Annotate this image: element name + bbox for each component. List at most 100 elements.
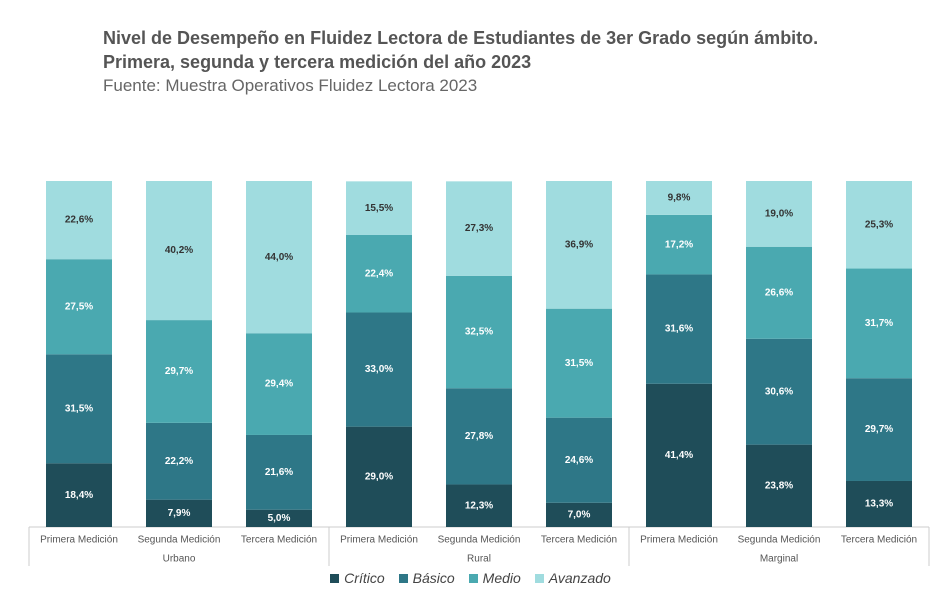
data-label: 27,8% xyxy=(465,431,493,442)
bar-segment xyxy=(446,484,512,527)
bar-segment xyxy=(146,320,212,423)
x-tick-label: Tercera Medición xyxy=(241,535,317,546)
bar-segment xyxy=(246,181,312,334)
data-label: 15,5% xyxy=(365,203,393,214)
legend-label: Medio xyxy=(482,570,521,586)
bar-segment xyxy=(646,383,712,527)
bar-segment xyxy=(246,509,312,527)
data-label: 31,5% xyxy=(65,403,93,414)
data-label: 25,3% xyxy=(865,219,893,230)
data-label: 7,0% xyxy=(568,510,591,521)
legend: Crítico Básico Medio Avanzado xyxy=(0,570,941,586)
legend-item: Avanzado xyxy=(534,570,611,586)
data-label: 27,5% xyxy=(65,301,93,312)
bar-segment xyxy=(846,378,912,481)
bar-segment xyxy=(746,181,812,247)
legend-label: Avanzado xyxy=(548,570,611,586)
bar-segment xyxy=(346,181,412,235)
data-label: 23,8% xyxy=(765,480,793,491)
bar-segment xyxy=(146,499,212,527)
data-label: 31,6% xyxy=(665,324,693,335)
x-tick-label: Primera Medición xyxy=(640,535,718,546)
data-label: 27,3% xyxy=(465,223,493,234)
data-label: 19,0% xyxy=(765,209,793,220)
bar-segment xyxy=(546,181,612,309)
bar-segment xyxy=(146,422,212,500)
bar-segment xyxy=(46,181,112,260)
data-label: 32,5% xyxy=(465,327,493,338)
legend-item: Medio xyxy=(468,570,521,586)
bar-segment xyxy=(446,388,512,485)
bar-segment xyxy=(446,275,512,389)
data-label: 22,4% xyxy=(365,268,393,279)
bar-segment xyxy=(846,181,912,269)
bar-segment xyxy=(346,234,412,313)
data-label: 21,6% xyxy=(265,467,293,478)
legend-item: Crítico xyxy=(330,570,385,586)
data-label: 31,5% xyxy=(565,358,593,369)
x-tick-label: Primera Medición xyxy=(340,535,418,546)
legend-swatch xyxy=(398,573,408,583)
bar-segment xyxy=(246,333,312,435)
data-label: 9,8% xyxy=(668,193,691,204)
data-label: 40,2% xyxy=(165,245,193,256)
data-label: 36,9% xyxy=(565,239,593,250)
bar-segment xyxy=(346,312,412,427)
legend-label: Crítico xyxy=(344,570,385,586)
data-label: 29,7% xyxy=(865,424,893,435)
bar-segment xyxy=(346,426,412,527)
legend-label: Básico xyxy=(412,570,455,586)
bar-segment xyxy=(646,181,712,215)
bar-segment xyxy=(546,502,612,527)
chart-subtitle: Fuente: Muestra Operativos Fluidez Lecto… xyxy=(103,76,478,95)
bar-segment xyxy=(46,354,112,464)
bar-segment xyxy=(746,444,812,527)
bar-segment xyxy=(746,338,812,445)
data-label: 22,6% xyxy=(65,215,93,226)
group-label: Rural xyxy=(467,554,491,565)
legend-swatch xyxy=(534,573,544,583)
bar-segment xyxy=(646,274,712,384)
x-tick-label: Primera Medición xyxy=(40,535,118,546)
x-tick-label: Segunda Medición xyxy=(438,535,521,546)
data-label: 13,3% xyxy=(865,499,893,510)
chart: 18,4% 31,5% 27,5% 22,6% Primera Medición 7,9%… xyxy=(28,181,930,566)
data-label: 12,3% xyxy=(465,500,493,511)
bar-segment xyxy=(546,417,612,503)
data-label: 24,6% xyxy=(565,455,593,466)
data-label: 7,9% xyxy=(168,508,191,519)
legend-item: Básico xyxy=(398,570,455,586)
data-label: 22,2% xyxy=(165,456,193,467)
data-label: 30,6% xyxy=(765,386,793,397)
group-label: Marginal xyxy=(760,554,798,565)
chart-title: Nivel de Desempeño en Fluidez Lectora de… xyxy=(103,28,819,72)
data-label: 44,0% xyxy=(265,252,293,263)
data-label: 29,7% xyxy=(165,366,193,377)
data-label: 29,4% xyxy=(265,379,293,390)
x-tick-label: Segunda Medición xyxy=(738,535,821,546)
data-label: 41,4% xyxy=(665,450,693,461)
bar-segment xyxy=(846,268,912,379)
bar-segment xyxy=(46,259,112,355)
data-label: 18,4% xyxy=(65,490,93,501)
data-label: 17,2% xyxy=(665,239,693,250)
bar-segment xyxy=(446,181,512,276)
bar-segment xyxy=(146,181,212,321)
data-label: 31,7% xyxy=(865,318,893,329)
legend-swatch xyxy=(468,573,478,583)
bar-segment xyxy=(646,214,712,275)
group-label: Urbano xyxy=(163,554,196,565)
bar-segment xyxy=(746,246,812,339)
x-tick-label: Tercera Medición xyxy=(841,535,917,546)
bar-segment xyxy=(246,434,312,510)
data-label: 5,0% xyxy=(268,513,291,524)
x-tick-label: Segunda Medición xyxy=(138,535,221,546)
bar-segment xyxy=(46,463,112,527)
x-tick-label: Tercera Medición xyxy=(541,535,617,546)
data-label: 33,0% xyxy=(365,364,393,375)
legend-swatch xyxy=(330,573,340,583)
data-label: 29,0% xyxy=(365,471,393,482)
bar-segment xyxy=(846,480,912,527)
bar-segment xyxy=(546,308,612,418)
